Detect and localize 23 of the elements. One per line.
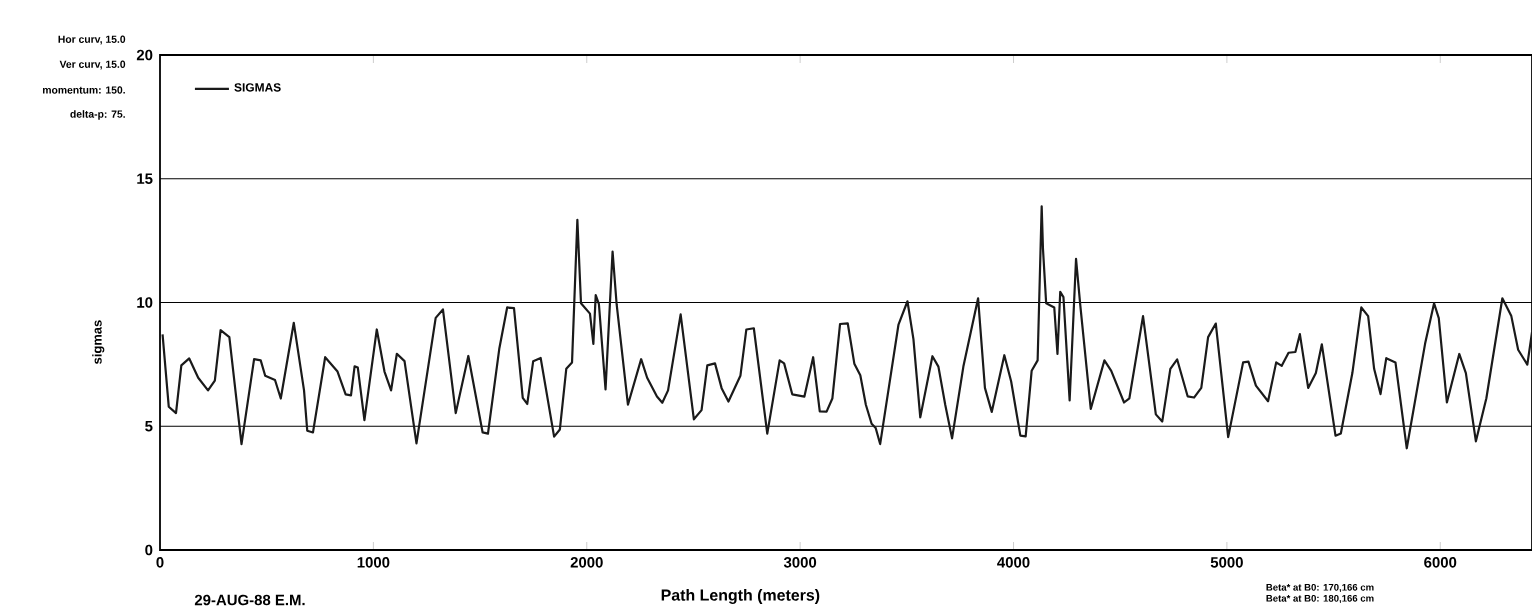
text: Beta* at B0: 170,166 cm xyxy=(1266,583,1374,593)
y-tick-label: 5 xyxy=(145,421,153,432)
x-tick-label: 6000 xyxy=(1424,557,1457,568)
y-axis-title: sigmas xyxy=(92,320,105,364)
text: Hor curv, 15.0 xyxy=(58,35,126,45)
y-tick-label: 0 xyxy=(145,544,153,556)
text: Ver curv, 15.0 xyxy=(59,60,126,70)
text: delta-p: 75. xyxy=(70,110,125,120)
x-tick-label: 2000 xyxy=(570,557,603,568)
y-tick-label: 20 xyxy=(136,49,153,61)
line-series xyxy=(161,205,1532,450)
x-tick-label: 0 xyxy=(156,557,164,568)
x-tick-label: 5000 xyxy=(1210,557,1243,568)
text: 29-AUG-88 E.M. xyxy=(194,594,305,606)
x-tick-label: 4000 xyxy=(997,557,1030,568)
text: momentum: 150. xyxy=(43,86,125,94)
y-tick-label: 15 xyxy=(137,173,153,184)
legend-label: SIGMAS xyxy=(234,83,281,92)
text: Beta* at B0: 180,166 cm xyxy=(1266,594,1374,604)
x-axis-title: Path Length (meters) xyxy=(661,589,820,604)
x-tick-label: 3000 xyxy=(783,557,817,568)
x-tick-label: 1000 xyxy=(357,557,390,568)
y-tick-label: 10 xyxy=(137,297,153,308)
